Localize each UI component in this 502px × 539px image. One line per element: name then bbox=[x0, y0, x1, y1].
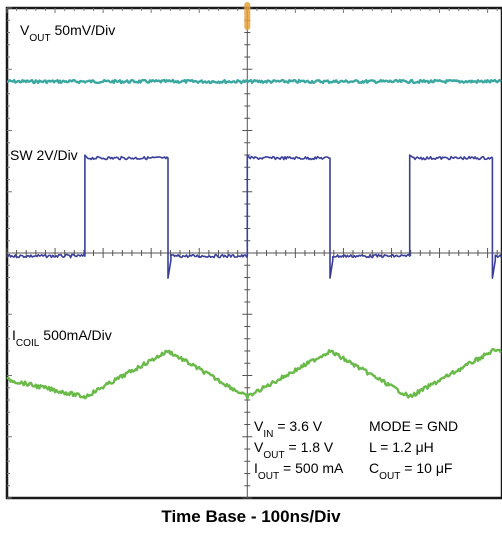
series-label-0: VOUT 50mV/Div bbox=[20, 22, 115, 44]
series-label-1: SW 2V/Div bbox=[10, 147, 78, 163]
trace-series-2 bbox=[6, 348, 502, 400]
condition-right-1: L = 1.2 μH bbox=[369, 439, 434, 455]
condition-left-2: IOUT = 500 mA bbox=[254, 460, 344, 482]
x-axis-label: Time Base - 100ns/Div bbox=[161, 507, 341, 526]
trace-series-0 bbox=[6, 78, 502, 85]
trigger-marker bbox=[244, 2, 251, 30]
oscilloscope-plot: VOUT 50mV/Div SW 2V/Div ICOIL 500mA/Div VIN… bbox=[5, 2, 502, 500]
condition-right-2: COUT = 10 μF bbox=[369, 460, 452, 482]
labels: VOUT 50mV/Div SW 2V/Div ICOIL 500mA/Div VIN… bbox=[10, 22, 458, 482]
trace-series-1 bbox=[6, 154, 502, 279]
condition-right-0: MODE = GND bbox=[369, 418, 458, 434]
series-label-2: ICOIL 500mA/Div bbox=[12, 327, 112, 349]
traces bbox=[6, 78, 502, 400]
condition-left-1: VOUT = 1.8 V bbox=[254, 439, 334, 461]
condition-left-0: VIN = 3.6 V bbox=[254, 418, 323, 440]
